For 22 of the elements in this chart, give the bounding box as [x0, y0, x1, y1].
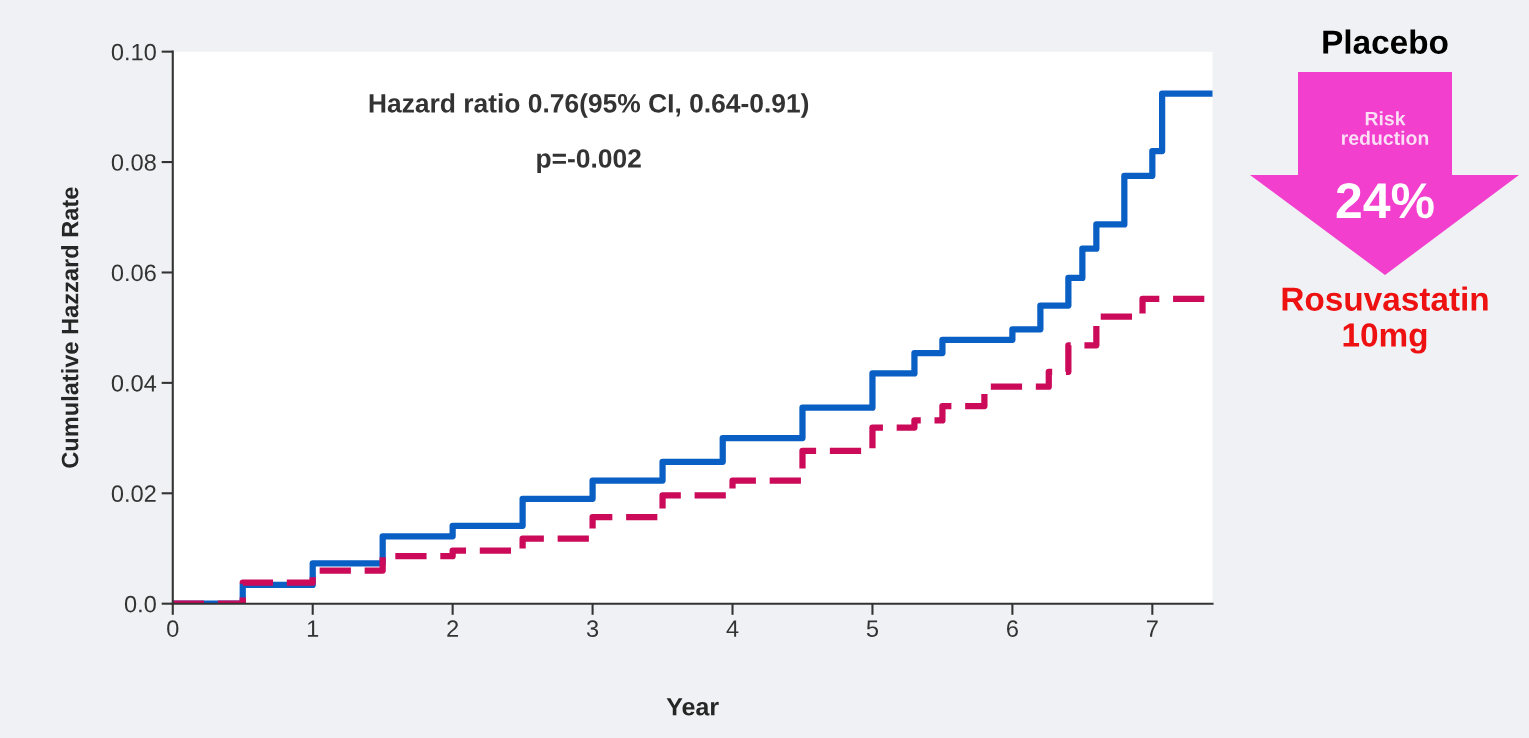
text: Risk reduction [1341, 111, 1429, 145]
x-tick-label: 5 [866, 620, 879, 637]
x-tick-label: 0 [167, 620, 179, 637]
y-tick-label: 0.02 [111, 485, 156, 503]
annotation: Hazard ratio 0.76(95% CI, 0.64-0.91) [369, 93, 809, 118]
text: 24% [1336, 183, 1434, 219]
annotation: p=-0.002 [537, 149, 641, 174]
y-tick-label: 0.04 [111, 374, 157, 392]
x-tick-label: 3 [586, 620, 599, 637]
text: Rosuvastatin 10mg [1282, 286, 1488, 354]
x-tick-label: 7 [1146, 620, 1158, 637]
y-tick-label: 0.10 [111, 43, 156, 61]
y-tick-label: 0.0 [124, 595, 156, 613]
x-tick-label: 4 [726, 620, 739, 637]
x-tick-label: 1 [307, 620, 319, 637]
y-tick-label: 0.06 [111, 264, 156, 282]
text: Placebo [1323, 29, 1448, 54]
y-tick-label: 0.08 [111, 154, 156, 171]
x-axis-title: Year [666, 698, 719, 716]
y-axis-title: Cumulative Hazzard Rate [61, 187, 79, 468]
x-tick-label: 6 [1007, 620, 1018, 637]
x-tick-label: 2 [447, 620, 459, 637]
